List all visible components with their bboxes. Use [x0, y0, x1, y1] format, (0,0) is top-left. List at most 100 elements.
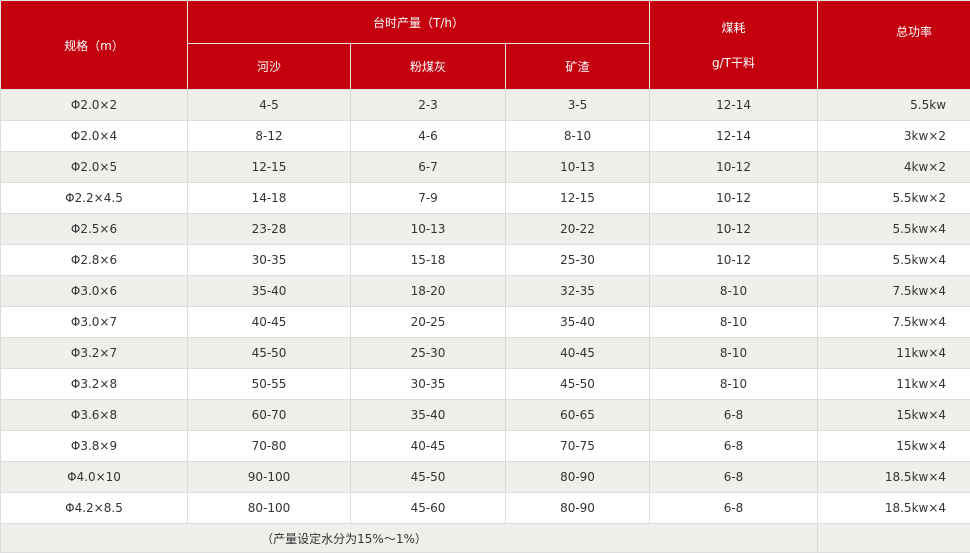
cell-power: 3kw×2	[818, 121, 970, 152]
cell-coal: 10-12	[650, 152, 818, 183]
header-coal-unit: g/T干料	[650, 54, 817, 71]
cell-power: 5.5kw×4	[818, 245, 970, 276]
cell-coal: 8-10	[650, 369, 818, 400]
cell-flyash: 20-25	[351, 307, 506, 338]
cell-power: 11kw×4	[818, 338, 970, 369]
cell-coal: 8-10	[650, 307, 818, 338]
cell-spec: Φ3.0×7	[1, 307, 188, 338]
cell-sand: 70-80	[188, 431, 351, 462]
cell-coal: 6-8	[650, 431, 818, 462]
cell-flyash: 30-35	[351, 369, 506, 400]
cell-spec: Φ4.2×8.5	[1, 493, 188, 524]
cell-slag: 35-40	[506, 307, 650, 338]
cell-spec: Φ3.2×8	[1, 369, 188, 400]
cell-slag: 60-65	[506, 400, 650, 431]
cell-flyash: 4-6	[351, 121, 506, 152]
header-slag: 矿渣	[506, 44, 650, 90]
header-flyash: 粉煤灰	[351, 44, 506, 90]
cell-slag: 3-5	[506, 90, 650, 121]
cell-power: 7.5kw×4	[818, 276, 970, 307]
cell-coal: 8-10	[650, 276, 818, 307]
cell-power: 5.5kw×2	[818, 183, 970, 214]
header-coal: 煤耗 g/T干料	[650, 1, 818, 90]
cell-coal: 8-10	[650, 338, 818, 369]
cell-spec: Φ2.0×2	[1, 90, 188, 121]
cell-flyash: 40-45	[351, 431, 506, 462]
cell-flyash: 7-9	[351, 183, 506, 214]
cell-power: 5.5kw×4	[818, 214, 970, 245]
cell-flyash: 45-50	[351, 462, 506, 493]
header-spec: 规格（m）	[1, 1, 188, 90]
cell-sand: 40-45	[188, 307, 351, 338]
cell-sand: 60-70	[188, 400, 351, 431]
cell-slag: 80-90	[506, 462, 650, 493]
cell-slag: 80-90	[506, 493, 650, 524]
cell-sand: 45-50	[188, 338, 351, 369]
cell-slag: 20-22	[506, 214, 650, 245]
cell-slag: 8-10	[506, 121, 650, 152]
cell-coal: 6-8	[650, 493, 818, 524]
cell-power: 4kw×2	[818, 152, 970, 183]
header-power: 总功率	[818, 1, 970, 90]
cell-sand: 30-35	[188, 245, 351, 276]
cell-sand: 35-40	[188, 276, 351, 307]
cell-spec: Φ2.8×6	[1, 245, 188, 276]
cell-power: 15kw×4	[818, 431, 970, 462]
cell-power: 11kw×4	[818, 369, 970, 400]
cell-power: 18.5kw×4	[818, 493, 970, 524]
cell-spec: Φ2.2×4.5	[1, 183, 188, 214]
cell-flyash: 35-40	[351, 400, 506, 431]
cell-power: 5.5kw	[818, 90, 970, 121]
cell-spec: Φ2.0×5	[1, 152, 188, 183]
cell-flyash: 25-30	[351, 338, 506, 369]
cell-coal: 6-8	[650, 400, 818, 431]
cell-sand: 12-15	[188, 152, 351, 183]
cell-spec: Φ2.0×4	[1, 121, 188, 152]
cell-power: 7.5kw×4	[818, 307, 970, 338]
cell-power: 15kw×4	[818, 400, 970, 431]
cell-sand: 23-28	[188, 214, 351, 245]
cell-flyash: 15-18	[351, 245, 506, 276]
cell-sand: 4-5	[188, 90, 351, 121]
cell-sand: 8-12	[188, 121, 351, 152]
cell-slag: 32-35	[506, 276, 650, 307]
cell-flyash: 18-20	[351, 276, 506, 307]
cell-sand: 14-18	[188, 183, 351, 214]
cell-slag: 45-50	[506, 369, 650, 400]
cell-slag: 40-45	[506, 338, 650, 369]
cell-flyash: 2-3	[351, 90, 506, 121]
cell-slag: 12-15	[506, 183, 650, 214]
cell-coal: 6-8	[650, 462, 818, 493]
cell-coal: 10-12	[650, 214, 818, 245]
cell-spec: Φ2.5×6	[1, 214, 188, 245]
header-sand: 河沙	[188, 44, 351, 90]
cell-coal: 12-14	[650, 90, 818, 121]
footnote: （产量设定水分为15%～1%）	[1, 524, 818, 553]
cell-spec: Φ3.2×7	[1, 338, 188, 369]
cell-spec: Φ3.6×8	[1, 400, 188, 431]
header-output: 台时产量（T/h）	[188, 1, 650, 44]
cell-sand: 80-100	[188, 493, 351, 524]
cell-spec: Φ4.0×10	[1, 462, 188, 493]
header-coal-label: 煤耗	[650, 19, 817, 36]
cell-slag: 70-75	[506, 431, 650, 462]
cell-coal: 12-14	[650, 121, 818, 152]
cell-spec: Φ3.0×6	[1, 276, 188, 307]
cell-slag: 25-30	[506, 245, 650, 276]
cell-coal: 10-12	[650, 245, 818, 276]
footnote-empty-cell	[818, 524, 970, 553]
cell-sand: 50-55	[188, 369, 351, 400]
